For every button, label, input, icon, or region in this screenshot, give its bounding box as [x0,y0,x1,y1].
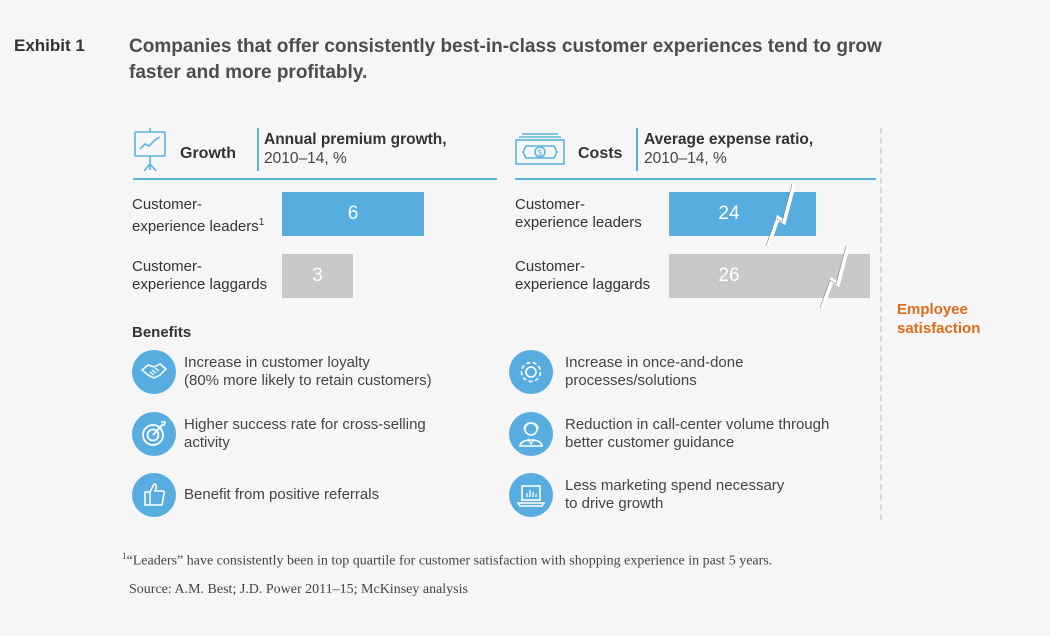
label-line: satisfaction [897,320,981,337]
benefits-heading: Benefits [132,324,192,341]
exhibit-title: Companies that offer consistently best-i… [129,34,989,86]
exhibit-label: Exhibit 1 [14,36,85,55]
bar-value-label: 26 [718,265,740,286]
benefit-text: Benefit from positive referrals [184,486,379,504]
section-divider [880,128,882,520]
benefit-text: Reduction in call-center volume through b… [565,416,829,452]
benefit-text: Increase in customer loyalty (80% more li… [184,354,432,390]
growth-row-label-laggards: Customer- experience laggards [132,258,267,294]
growth-bar-leaders: 6 [282,192,425,236]
benefit-text: Increase in once-and-done processes/solut… [565,354,743,390]
costs-row-label-leaders: Customer- experience leaders [515,196,642,232]
header-divider [636,128,638,171]
growth-header-rule [133,178,497,180]
footnote-marker: 1 [122,551,127,561]
source-note: Source: A.M. Best; J.D. Power 2011–15; M… [129,582,468,597]
growth-chart-subtitle: 2010–14, % [264,150,347,167]
label-line: experience leaders [132,218,259,235]
benefit-text: Less marketing spend necessary to drive g… [565,477,784,513]
costs-panel-name: Costs [578,145,623,162]
thumbs-up-icon [132,473,176,517]
bar-value-label: 3 [312,265,323,286]
bar-value-label: 24 [718,203,740,224]
header-divider [257,128,259,171]
label-line: Customer- [515,196,586,213]
benefit-text-line: activity [184,434,230,451]
title-line-2: faster and more profitably. [129,62,368,83]
benefit-text-line: Benefit from positive referrals [184,486,380,503]
presentation-chart-icon [134,128,166,172]
benefit-text-line: Increase in customer loyalty [184,354,370,371]
label-line: experience laggards [132,276,268,293]
footnote-text: “Leaders” have consistently been in top … [126,553,773,569]
growth-panel-name: Growth [180,145,236,162]
growth-row-label-leaders: Customer- experience leaders1 [132,196,264,236]
money-bill-icon: $ [515,133,565,165]
costs-bar-laggards: 26 [669,254,871,298]
bar-value-label: 6 [347,203,359,224]
costs-row-label-laggards: Customer- experience laggards [515,258,650,294]
benefit-text-line: processes/solutions [565,372,697,389]
benefit-text-line: (80% more likely to retain customers) [184,372,432,389]
label-line: experience leaders [515,214,642,231]
costs-chart-title: Average expense ratio, [644,131,814,148]
benefit-text-line: better customer guidance [565,434,735,451]
costs-chart-subtitle: 2010–14, % [644,150,727,167]
axis-break-mark [819,245,850,309]
label-line: Customer- [132,258,203,275]
growth-chart-title: Annual premium growth, [264,131,447,148]
benefit-text-line: Less marketing spend necessary [565,477,785,494]
footnote-marker: 1 [258,217,265,228]
costs-header-rule [515,178,876,180]
label-line: Customer- [132,196,203,213]
label-line: Customer- [515,258,586,275]
benefit-text-line: Higher success rate for cross-selling [184,416,426,433]
label-line: Employee [897,301,968,318]
call-center-agent-icon [509,412,553,456]
gear-icon [509,350,553,394]
growth-bar-laggards: 3 [282,254,354,298]
label-line: experience laggards [515,276,651,293]
footnote: 1“Leaders” have consistently been in top… [122,551,772,570]
target-icon [132,412,176,456]
benefit-text-line: Increase in once-and-done [565,354,744,371]
handshake-icon [132,350,176,394]
benefit-text-line: to drive growth [565,495,664,512]
axis-break-mark [765,183,796,247]
benefit-text: Higher success rate for cross-selling act… [184,416,426,452]
laptop-chart-icon [509,473,553,517]
title-line-1: Companies that offer consistently best-i… [129,36,882,57]
employee-satisfaction-label: Employee satisfaction [897,300,980,338]
benefit-text-line: Reduction in call-center volume through [565,416,830,433]
svg-text:$: $ [538,149,543,158]
